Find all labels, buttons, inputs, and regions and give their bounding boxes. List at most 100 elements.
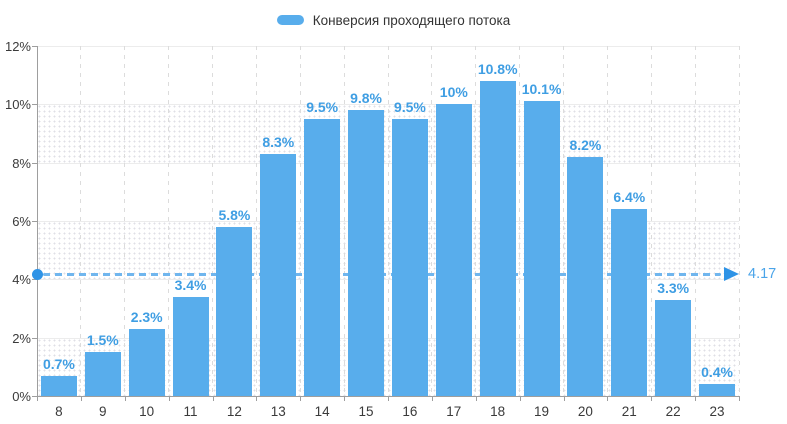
average-arrow-icon (724, 266, 739, 281)
x-axis-tick (695, 396, 697, 401)
bar-value-label: 9.8% (350, 90, 383, 107)
x-axis-label: 20 (577, 404, 593, 419)
x-axis-label: 13 (270, 404, 286, 419)
x-gridline (431, 46, 433, 396)
y-axis-label: 12% (4, 39, 31, 54)
x-gridline (212, 46, 213, 396)
bar-20[interactable] (567, 156, 604, 396)
bar-10[interactable] (128, 328, 165, 396)
x-axis-label: 23 (709, 404, 725, 419)
chart-legend-item[interactable]: Конверсия проходящего потока (0, 10, 787, 30)
x-axis-tick (519, 396, 521, 401)
bar-value-label: 10.1% (521, 81, 562, 98)
bar-11[interactable] (172, 296, 209, 396)
x-axis-tick (212, 396, 214, 401)
y-axis-tick (32, 162, 37, 164)
x-axis-tick (475, 396, 477, 401)
x-gridline (255, 46, 257, 396)
x-axis-label: 22 (665, 404, 681, 419)
x-axis-label: 18 (490, 404, 506, 419)
x-axis-tick (168, 396, 170, 401)
average-value-label: 4.17 (748, 265, 777, 282)
bar-8[interactable] (40, 375, 77, 396)
y-axis-label: 8% (12, 155, 31, 171)
x-axis-tick (37, 396, 38, 401)
x-gridline (80, 46, 82, 396)
bar-value-label: 10% (439, 84, 468, 101)
x-axis-label: 12 (226, 404, 242, 419)
x-gridline (519, 46, 521, 396)
y-axis-label: 4% (12, 272, 31, 288)
x-axis-tick (607, 396, 609, 401)
x-axis-label: 9 (99, 404, 107, 419)
bar-14[interactable] (304, 118, 341, 396)
x-axis-tick (80, 396, 82, 401)
x-axis-label: 15 (358, 404, 374, 419)
x-axis-label: 17 (446, 404, 462, 419)
x-axis-tick (256, 396, 258, 401)
bar-value-label: 5.8% (218, 206, 251, 223)
bar-13[interactable] (260, 153, 297, 396)
x-axis-label: 21 (621, 404, 637, 419)
bar-value-label: 0.7% (42, 355, 75, 372)
bar-12[interactable] (216, 226, 253, 396)
x-gridline (563, 46, 564, 396)
plot-area: 0% 2% 4% 6% 8% 10% 12% 4.17 0.7% 8 1.5% 9 2.3% 10 3.4%… (5, 39, 776, 419)
average-dot-icon (32, 268, 43, 280)
x-axis-tick (651, 396, 653, 401)
bar-16[interactable] (391, 118, 428, 396)
x-axis-tick (300, 396, 302, 401)
x-gridline (168, 46, 170, 396)
x-axis-tick (739, 396, 740, 401)
y-axis-label: 0% (12, 389, 31, 404)
x-axis-tick (563, 396, 565, 401)
x-axis-label: 11 (183, 404, 198, 419)
x-gridline (650, 46, 652, 396)
x-axis-tick (431, 396, 433, 401)
x-axis-label: 14 (314, 404, 330, 419)
bar-value-label: 1.5% (86, 332, 119, 349)
x-axis-label: 10 (139, 404, 155, 419)
bar-18[interactable] (479, 81, 516, 396)
x-gridline (124, 46, 126, 396)
x-gridline (606, 46, 608, 396)
bar-value-label: 0.4% (701, 364, 734, 381)
x-gridline (738, 46, 740, 396)
bar-value-label: 3.4% (174, 276, 207, 293)
y-axis-label: 6% (12, 214, 31, 229)
x-gridline (387, 46, 389, 396)
y-axis-tick (32, 104, 37, 106)
y-axis-tick (32, 46, 37, 47)
bar-15[interactable] (348, 110, 385, 396)
x-gridline (694, 46, 696, 396)
y-axis-tick (32, 337, 37, 339)
bar-21[interactable] (611, 209, 648, 396)
y-axis-tick (32, 221, 37, 222)
bar-19[interactable] (523, 101, 560, 396)
bar-value-label: 9.5% (393, 98, 426, 115)
x-axis-label: 19 (534, 404, 550, 419)
bar-value-label: 6.4% (613, 189, 646, 206)
legend-label: Конверсия проходящего потока (312, 12, 511, 28)
y-axis-label: 10% (4, 97, 31, 113)
bar-value-label: 8.3% (262, 133, 295, 150)
bar-value-label: 2.3% (130, 308, 163, 325)
bar-17[interactable] (435, 104, 472, 396)
y-axis-tick (32, 279, 37, 281)
x-axis-label: 8 (55, 404, 63, 419)
bar-value-label: 10.8% (477, 61, 518, 77)
x-gridline (475, 46, 477, 396)
x-axis-label: 16 (402, 404, 418, 419)
x-axis-tick (344, 396, 346, 401)
bar-22[interactable] (655, 299, 692, 396)
y-axis-label: 2% (12, 330, 31, 346)
bar-value-label: 3.3% (657, 279, 690, 296)
bar-9[interactable] (84, 352, 121, 396)
bar-value-label: 8.2% (569, 136, 602, 153)
x-axis-tick (124, 396, 126, 401)
bar-value-label: 9.5% (306, 98, 339, 115)
y-axis-line (37, 46, 38, 396)
bar-23[interactable] (699, 384, 736, 396)
x-gridline (299, 46, 301, 396)
